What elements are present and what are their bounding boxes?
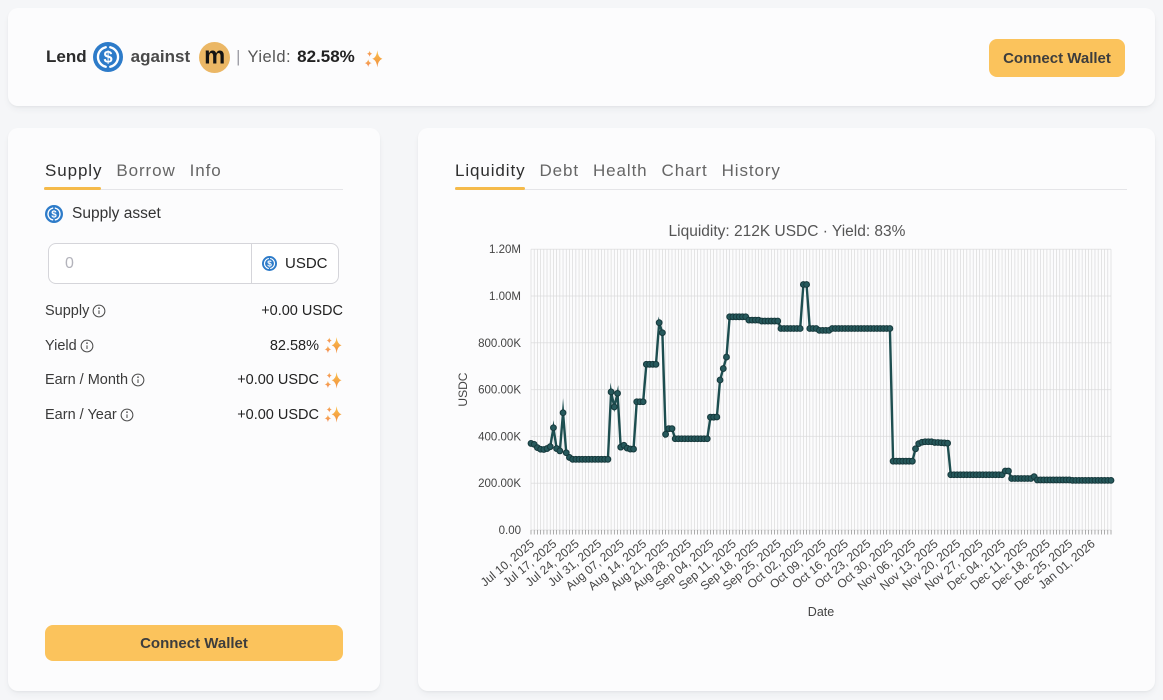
svg-text:800.00K: 800.00K xyxy=(478,338,521,350)
svg-text:1.00M: 1.00M xyxy=(489,291,521,303)
svg-text:1.20M: 1.20M xyxy=(489,244,521,256)
svg-text:Liquidity: 212K USDC · Yield:: Liquidity: 212K USDC · Yield: 83% xyxy=(669,223,906,240)
svg-text:m: m xyxy=(204,43,225,69)
svg-text:0.00: 0.00 xyxy=(499,525,521,537)
svg-text:200.00K: 200.00K xyxy=(478,478,521,490)
svg-text:$: $ xyxy=(267,259,272,268)
svg-text:$: $ xyxy=(51,209,57,220)
svg-text:USDC: USDC xyxy=(456,372,470,406)
svg-text:$: $ xyxy=(103,49,112,67)
svg-text:Date: Date xyxy=(808,605,834,619)
svg-text:600.00K: 600.00K xyxy=(478,385,521,397)
svg-text:400.00K: 400.00K xyxy=(478,431,521,443)
